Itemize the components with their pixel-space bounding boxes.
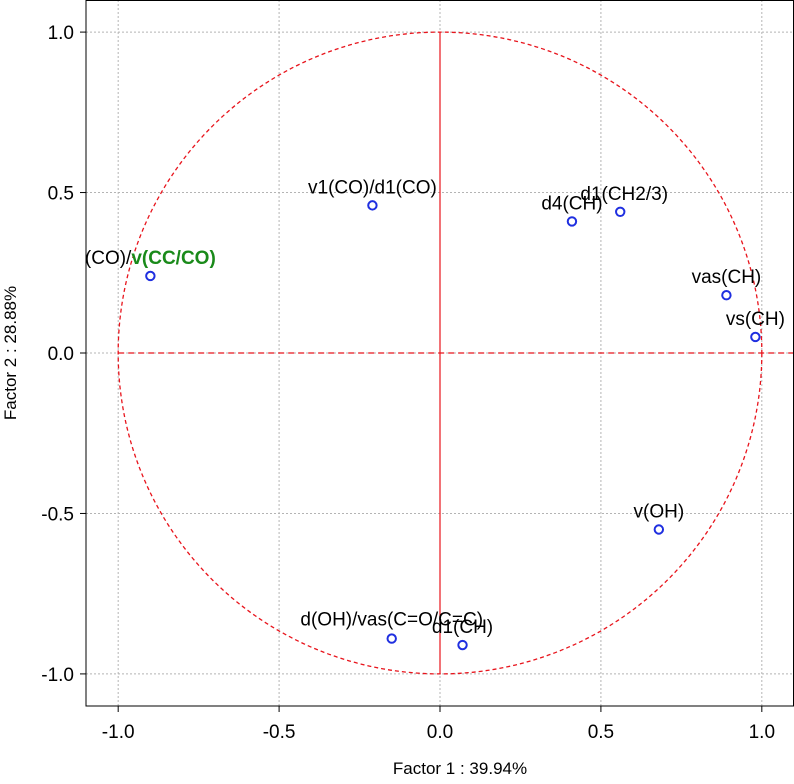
- x-tick-label: -0.5: [263, 722, 296, 743]
- y-tick-label: -1.0: [41, 665, 74, 686]
- y-axis-title: Factor 2 : 28.88%: [1, 286, 20, 420]
- x-tick-label: 1.0: [749, 722, 775, 743]
- y-tick-label: 0.0: [48, 344, 74, 365]
- x-axis-title: Factor 1 : 39.94%: [393, 759, 527, 778]
- x-tick-label: 0.0: [427, 722, 453, 743]
- point-label-highlight: v(CC/CO): [131, 248, 215, 269]
- x-tick-label: 0.5: [588, 722, 614, 743]
- point-label: v1(CO)/d1(CO): [308, 177, 437, 198]
- point-label-prefix: (CO)/: [85, 248, 132, 269]
- loading-point: [653, 524, 665, 535]
- point-label: d(OH)/vas(C=O/C=C): [300, 610, 483, 631]
- point-label: (CO)/v(CC/CO): [85, 248, 216, 269]
- point-label: d4(CH): [541, 193, 602, 214]
- point-label: d1(CH2/3): [580, 184, 668, 205]
- loading-point: [566, 216, 578, 227]
- point-label: v(OH): [634, 502, 685, 523]
- point-label: vas(CH): [692, 267, 762, 288]
- loading-point: [750, 331, 761, 343]
- point-label: d1(CH): [432, 617, 493, 638]
- point-label: vs(CH): [726, 309, 785, 330]
- y-tick-label: 0.5: [48, 184, 74, 205]
- loading-point: [145, 270, 156, 282]
- loading-point: [367, 200, 378, 211]
- loading-point: [721, 290, 732, 301]
- y-tick-label: 1.0: [48, 23, 74, 44]
- loading-point: [457, 639, 468, 651]
- loading-point: [386, 633, 397, 644]
- y-tick-label: -0.5: [41, 504, 74, 525]
- x-tick-label: -1.0: [102, 722, 135, 743]
- loading-point: [615, 206, 626, 218]
